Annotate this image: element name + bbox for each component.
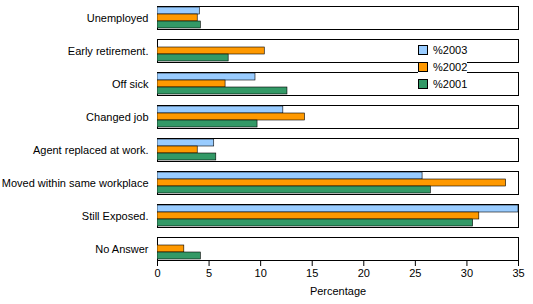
html-text:%2002: %2002	[433, 61, 468, 73]
svg-text:Agent replaced at work.: Agent replaced at work.	[33, 144, 149, 156]
svg-text:5: 5	[206, 267, 212, 279]
svg-text:Early retirement.: Early retirement.	[68, 45, 149, 57]
svg-text:Still Exposed.: Still Exposed.	[82, 210, 149, 222]
svg-text:Moved within same workplace: Moved within same workplace	[2, 177, 149, 189]
svg-text:35: 35	[512, 267, 524, 279]
html-text:%2003: %2003	[433, 44, 468, 56]
svg-text:Unemployed: Unemployed	[87, 12, 149, 24]
svg-text:Off sick: Off sick	[112, 78, 149, 90]
svg-text:20: 20	[358, 267, 370, 279]
svg-text:15: 15	[306, 267, 318, 279]
svg-text:10: 10	[255, 267, 267, 279]
html-text:%2001: %2001	[433, 78, 468, 90]
svg-text:Changed job: Changed job	[86, 111, 148, 123]
svg-text:25: 25	[409, 267, 421, 279]
svg-text:0: 0	[154, 267, 160, 279]
svg-text:Percentage: Percentage	[310, 285, 366, 297]
svg-text:30: 30	[461, 267, 473, 279]
svg-text:No Answer: No Answer	[95, 243, 149, 255]
